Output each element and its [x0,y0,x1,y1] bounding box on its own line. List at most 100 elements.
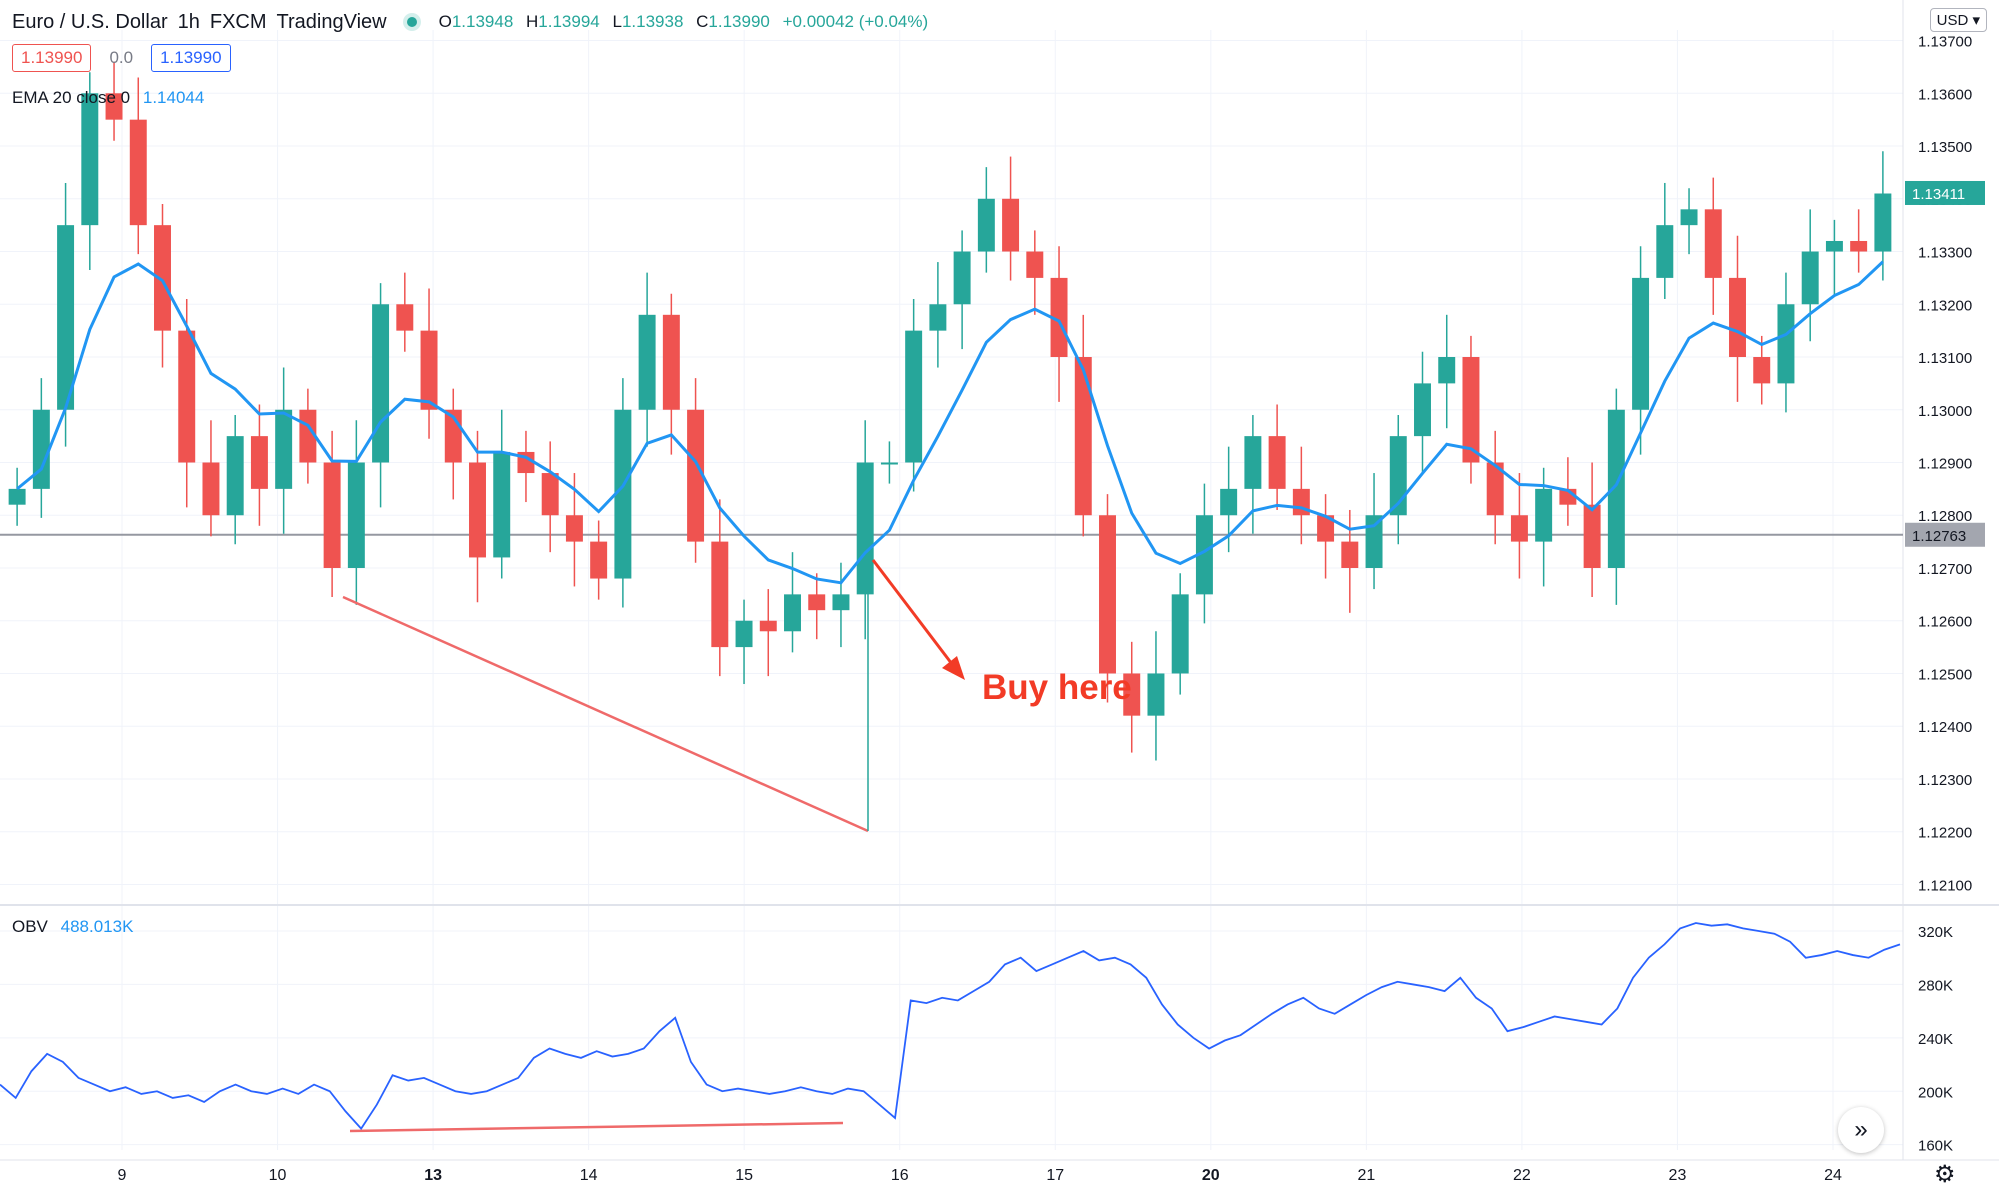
buy-button[interactable]: 1.13990 [151,44,231,72]
currency-select[interactable]: USD ▾ [1929,8,1987,32]
obv-tick-label: 320K [1918,924,1953,941]
obv-trendline [349,1121,844,1133]
candle-body [493,451,511,558]
candle-body [32,409,50,489]
candle-body [1050,277,1068,358]
candle-body [662,314,680,410]
y-tick-label: 1.12600 [1918,614,1972,631]
candle-body [1123,673,1141,716]
candle-body [226,436,244,516]
candle-body [154,225,171,331]
candle-body [81,93,99,226]
x-tick-label: 20 [1202,1167,1220,1184]
y-tick-label: 1.12100 [1918,877,1972,894]
candle-body [687,409,705,542]
obv-tick-label: 280K [1918,977,1953,994]
candle-body [759,620,777,632]
y-tick-label: 1.13500 [1918,139,1972,156]
ema-line [16,260,1884,585]
candle-body [1341,541,1359,568]
sell-button[interactable]: 1.13990 [12,44,92,72]
y-tick-label: 1.12500 [1918,666,1972,683]
symbol-title[interactable]: Euro / U.S. Dollar [12,10,168,33]
candle-body [1729,277,1746,358]
candle-body [808,594,826,611]
x-tick-label: 10 [269,1167,287,1184]
exchange: FXCM [209,10,267,33]
interval[interactable]: 1h [177,10,200,33]
candle-body [1026,251,1044,278]
candle-body [880,462,898,465]
obv-value: 488.013K [60,917,134,936]
source: TradingView [276,10,387,33]
candle-body [1147,673,1165,716]
candle-body [1074,357,1092,516]
obv-legend[interactable]: OBV 488.013K [12,917,133,937]
close-value: 1.13990 [708,12,770,31]
candle-body [1874,193,1892,252]
candle-body [565,515,583,542]
candle-body [1680,209,1698,226]
candle-body [1171,594,1189,674]
candle-body [1099,515,1116,674]
y-tick-label: 1.12800 [1918,508,1972,525]
open-value: 1.13948 [451,12,514,31]
candle-body [1438,357,1456,384]
candle-body [469,462,486,558]
x-tick-label: 15 [735,1167,753,1184]
candle-body [57,225,75,410]
candle-body [1268,436,1286,489]
candle-body [1850,240,1868,252]
candle-body [1777,304,1795,384]
low-value: 1.13938 [621,12,684,31]
trendline [342,595,869,833]
y-tick-label: 1.12400 [1918,719,1972,736]
x-tick-label: 22 [1513,1167,1531,1184]
candle-body [8,488,26,505]
candle-body [1753,357,1771,384]
x-tick-label: 24 [1824,1167,1842,1184]
last-price-label: 1.13411 [1912,186,1965,203]
candle-body [977,198,995,252]
candle-body [1195,515,1213,595]
candle-body [1607,409,1625,568]
candle-body [590,541,608,579]
ema-value: 1.14044 [142,88,205,107]
candle-body [1704,209,1722,278]
double-chevron-right-icon[interactable]: » [1838,1107,1884,1153]
candle-body [1535,488,1553,542]
candle-body [1002,198,1020,252]
candle-body [1825,240,1843,252]
obv-label: OBV [12,917,48,936]
candle-body [784,594,801,632]
obv-tick-label: 240K [1918,1031,1953,1048]
candle-body [275,409,293,489]
arrow-head [942,656,965,680]
gear-icon[interactable]: ⚙ [1934,1161,1956,1188]
spread-value: 0.0 [109,48,134,67]
candle-body [1801,251,1819,305]
y-tick-label: 1.13000 [1918,403,1972,420]
candle-body [396,304,414,331]
candle-body [372,304,390,463]
candle-body [614,409,632,579]
change-value: +0.00042 (+0.04%) [782,12,929,31]
ema-legend[interactable]: EMA 20 close 0 1.14044 [12,88,204,108]
candle-body [856,462,874,595]
obv-tick-label: 200K [1918,1084,1953,1101]
x-tick-label: 16 [891,1167,909,1184]
candle-body [1462,357,1480,463]
candle-body [1244,436,1262,489]
y-tick-label: 1.13100 [1918,350,1972,367]
candle-body [929,304,947,331]
arrow-line [871,559,957,669]
y-tick-label: 1.13700 [1918,34,1972,51]
trade-panel: 1.13990 0.0 1.13990 [12,44,231,72]
symbol-legend: Euro / U.S. Dollar 1h FXCM TradingView O… [12,8,928,36]
obv-line [0,922,1901,1131]
y-tick-label: 1.12700 [1918,561,1972,578]
ema-label: EMA 20 close 0 [12,88,131,107]
obv-tick-label: 160K [1918,1138,1953,1155]
candle-body [323,462,341,568]
